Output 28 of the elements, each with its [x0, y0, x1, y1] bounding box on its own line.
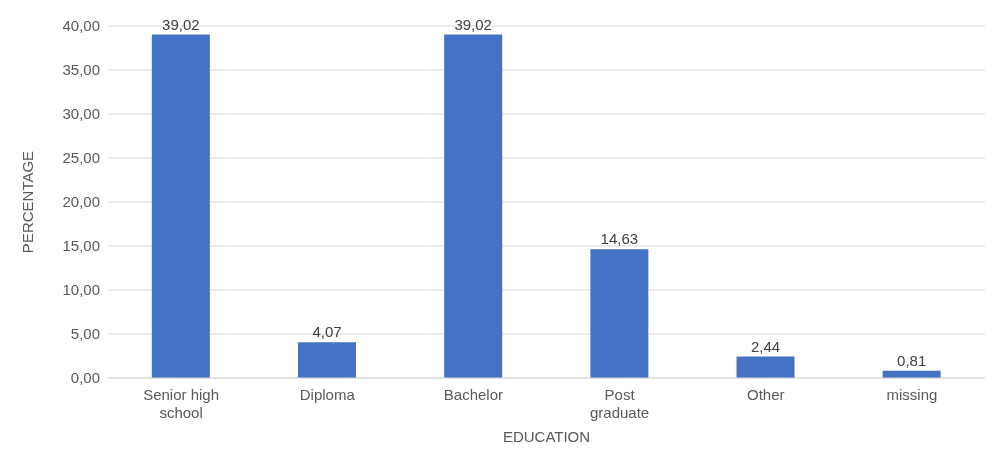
bar [590, 249, 649, 378]
x-tick-label: Other [746, 386, 785, 403]
y-axis-title: PERCENTAGE [19, 150, 37, 254]
y-tick-label: 20,00 [62, 193, 100, 211]
x-tick-label: missing [886, 386, 938, 403]
data-label: 39,02 [454, 15, 492, 33]
data-label: 4,07 [312, 323, 342, 341]
bar [736, 356, 795, 378]
y-tick-label: 15,00 [62, 237, 100, 255]
y-tick-label: 35,00 [62, 61, 100, 79]
bar [444, 34, 503, 378]
bar [298, 342, 357, 378]
x-tick-label: Post graduate [589, 386, 650, 421]
y-tick-label: 10,00 [62, 281, 100, 299]
x-tick-label: Bachelor [443, 386, 504, 403]
x-tick-label: Senior high school [143, 386, 220, 421]
data-label: 2,44 [750, 337, 781, 355]
x-axis-title: EDUCATION [502, 428, 591, 445]
y-tick-label: 30,00 [62, 105, 100, 123]
y-tick-label: 40,00 [62, 17, 100, 35]
x-tick-label: Diploma [299, 386, 356, 403]
y-tick-label: 25,00 [62, 149, 100, 167]
data-label: 14,63 [600, 230, 639, 248]
y-tick-label: 0,00 [70, 369, 100, 387]
bar [151, 34, 210, 378]
y-tick-label: 5,00 [70, 325, 100, 343]
data-label: 39,02 [162, 15, 200, 33]
data-label: 0,81 [897, 351, 927, 369]
